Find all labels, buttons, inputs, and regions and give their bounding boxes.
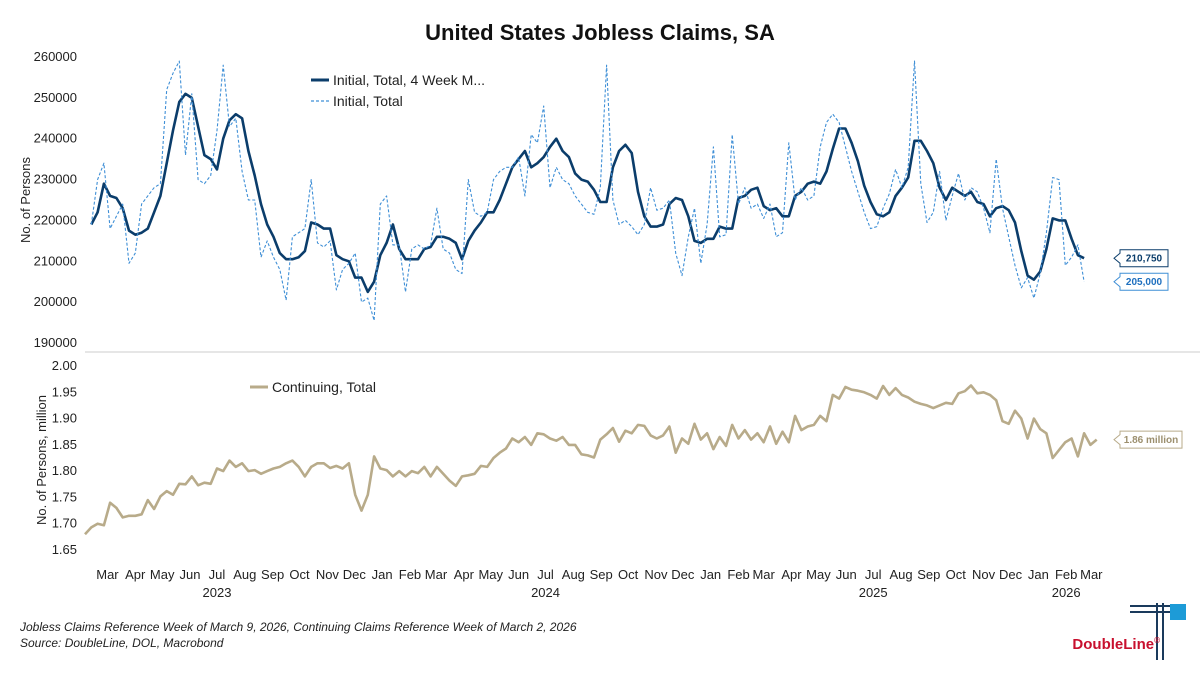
top-legend: Initial, Total, 4 Week M... Initial, Tot…: [311, 72, 485, 109]
continuing-y-tick-2: 1.75: [52, 489, 77, 504]
x-tick-24: Mar: [752, 567, 775, 582]
chart-title: United States Jobless Claims, SA: [425, 20, 775, 45]
x-tick-35: Feb: [1055, 567, 1077, 582]
initial-y-tick-6: 250000: [34, 90, 77, 105]
continuing-callout-label-0: 1.86 million: [1124, 435, 1178, 446]
continuing-callout-box-0: [1113, 430, 1183, 449]
x-tick-11: Feb: [399, 567, 421, 582]
x-tick-31: Oct: [946, 567, 967, 582]
bottom-y-axis-label: No. of Persons, million: [34, 395, 49, 525]
initial-y-tick-1: 200000: [34, 294, 77, 309]
x-tick-6: Sep: [261, 567, 284, 582]
x-tick-4: Jul: [209, 567, 226, 582]
initial-callout-box-0: [1113, 249, 1169, 268]
initial-callout-0: 210,750: [1113, 249, 1169, 268]
bottom-y-ticks: 1.65 1.70 1.75 1.80 1.85 1.90 1.95 2.00: [52, 358, 77, 557]
x-tick-36: Mar: [1080, 567, 1103, 582]
initial-callout-1: 205,000: [1113, 272, 1169, 291]
continuing-y-tick-1: 1.70: [52, 516, 77, 531]
x-tick-34: Jan: [1028, 567, 1049, 582]
legend-label-continuing: Continuing, Total: [272, 379, 376, 395]
x-tick-13: Apr: [454, 567, 475, 582]
initial-callout-label-0: 210,750: [1126, 254, 1163, 265]
initial-callout-box-1: [1113, 272, 1169, 291]
continuing-callout-0: 1.86 million: [1113, 430, 1183, 449]
x-tick-26: May: [806, 567, 831, 582]
x-tick-12: Mar: [425, 567, 448, 582]
callout-layer: 210,750 205,000 1.86 million: [1113, 249, 1183, 449]
x-tick-15: Jun: [508, 567, 529, 582]
continuing-y-tick-6: 1.95: [52, 384, 77, 399]
x-tick-32: Nov: [972, 567, 996, 582]
continuing-y-tick-4: 1.85: [52, 437, 77, 452]
series-layer: [84, 60, 1098, 536]
x-year-3: 2026: [1052, 585, 1081, 600]
x-tick-16: Jul: [537, 567, 554, 582]
x-tick-5: Aug: [233, 567, 256, 582]
x-tick-21: Dec: [671, 567, 695, 582]
initial-callout-label-1: 205,000: [1126, 277, 1163, 288]
x-tick-33: Dec: [999, 567, 1023, 582]
x-tick-10: Jan: [372, 567, 393, 582]
continuing-y-tick-3: 1.80: [52, 463, 77, 478]
x-tick-14: May: [478, 567, 503, 582]
x-tick-17: Aug: [562, 567, 585, 582]
x-tick-19: Oct: [618, 567, 639, 582]
x-tick-30: Sep: [917, 567, 940, 582]
x-tick-29: Aug: [889, 567, 912, 582]
x-tick-20: Nov: [644, 567, 668, 582]
x-tick-2: May: [150, 567, 175, 582]
legend-label-initial-4wk: Initial, Total, 4 Week M...: [333, 72, 485, 88]
top-y-axis-label: No. of Persons: [18, 157, 33, 243]
x-tick-18: Sep: [590, 567, 613, 582]
x-tick-8: Nov: [316, 567, 340, 582]
brand-name: DoubleLine®: [1072, 636, 1160, 653]
continuing-series-0-line: [84, 384, 1098, 536]
x-year-1: 2024: [531, 585, 560, 600]
continuing-y-tick-7: 2.00: [52, 358, 77, 373]
continuing-y-tick-5: 1.90: [52, 411, 77, 426]
x-tick-23: Feb: [727, 567, 749, 582]
reference-note: Jobless Claims Reference Week of March 9…: [20, 620, 577, 634]
initial-y-tick-3: 220000: [34, 212, 77, 227]
initial-y-tick-4: 230000: [34, 172, 77, 187]
initial-y-tick-5: 240000: [34, 131, 77, 146]
x-axis: Mar Apr May Jun Jul Aug Sep Oct Nov Dec Jan Feb Mar A…: [96, 567, 1103, 600]
bottom-legend: Continuing, Total: [250, 379, 376, 395]
initial-y-tick-2: 210000: [34, 253, 77, 268]
initial-series-0-line: [90, 92, 1085, 294]
x-tick-0: Mar: [96, 567, 119, 582]
x-tick-7: Oct: [289, 567, 310, 582]
x-year-2: 2025: [859, 585, 888, 600]
legend-label-initial-total: Initial, Total: [333, 93, 403, 109]
x-tick-28: Jul: [865, 567, 882, 582]
doubleline-logo-icon: [1130, 603, 1186, 660]
source-note: Source: DoubleLine, DOL, Macrobond: [20, 636, 224, 650]
x-year-0: 2023: [203, 585, 232, 600]
x-tick-1: Apr: [125, 567, 146, 582]
x-tick-9: Dec: [343, 567, 367, 582]
top-y-ticks: 190000 200000 210000 220000 230000 240000 2500…: [34, 49, 77, 350]
initial-y-tick-7: 260000: [34, 49, 77, 64]
x-tick-25: Apr: [781, 567, 802, 582]
continuing-y-tick-0: 1.65: [52, 542, 77, 557]
initial-series-1-line: [90, 60, 1085, 322]
initial-y-tick-0: 190000: [34, 335, 77, 350]
x-tick-27: Jun: [836, 567, 857, 582]
x-tick-22: Jan: [700, 567, 721, 582]
x-tick-3: Jun: [180, 567, 201, 582]
